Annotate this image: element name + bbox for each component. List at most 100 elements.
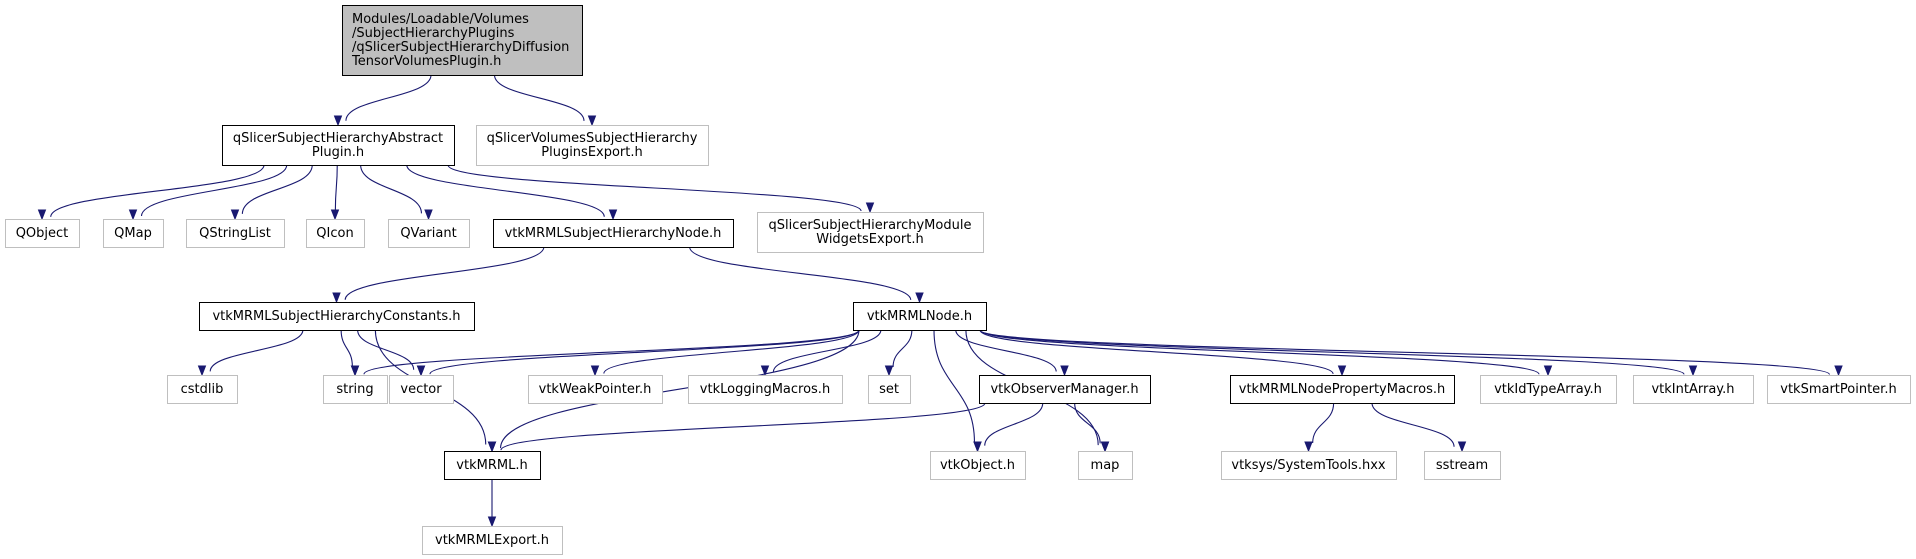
node-label-line: vtkWeakPointer.h xyxy=(539,382,652,397)
node-label-line: qSlicerVolumesSubjectHierarchy xyxy=(487,131,698,146)
node-box xyxy=(853,302,987,331)
node-qmap[interactable]: QMap xyxy=(103,219,164,248)
node-label-line: QObject xyxy=(16,226,69,241)
node-box xyxy=(476,125,709,166)
node-qvariant[interactable]: QVariant xyxy=(388,219,470,248)
node-box xyxy=(1633,375,1754,404)
edge-observer-to-vtkobject xyxy=(973,402,1044,453)
node-label-line: PluginsExport.h xyxy=(541,145,643,160)
node-box xyxy=(306,219,365,248)
edge-mrmlnode-to-idtype xyxy=(979,329,1553,377)
node-box xyxy=(688,375,843,404)
node-box xyxy=(186,219,285,248)
node-box xyxy=(199,302,475,331)
edge-abstract-to-qmap xyxy=(128,164,288,221)
node-label-line: vtkMRMLSubjectHierarchyConstants.h xyxy=(212,309,460,324)
node-propmacros[interactable]: vtkMRMLNodePropertyMacros.h xyxy=(1230,375,1455,404)
node-mrml[interactable]: vtkMRML.h xyxy=(444,451,541,480)
edge-mrmlnode-to-weakptr xyxy=(590,329,860,377)
node-box xyxy=(868,375,911,404)
node-cstdlib[interactable]: cstdlib xyxy=(167,375,238,404)
node-volexport[interactable]: qSlicerVolumesSubjectHierarchyPluginsExp… xyxy=(476,125,709,166)
node-vector[interactable]: vector xyxy=(389,375,454,404)
node-mrmlnode[interactable]: vtkMRMLNode.h xyxy=(853,302,987,331)
node-label-line: vtkMRMLNode.h xyxy=(867,309,972,324)
edges-layer xyxy=(37,74,1843,528)
node-label-line: vtkIdTypeArray.h xyxy=(1494,382,1602,397)
node-box xyxy=(1480,375,1617,404)
node-label-line: vector xyxy=(400,382,442,397)
node-box xyxy=(444,451,541,480)
node-label-line: vtkIntArray.h xyxy=(1651,382,1734,397)
node-box xyxy=(323,375,388,404)
node-label-line: vtkMRML.h xyxy=(456,458,527,473)
node-systools[interactable]: vtksys/SystemTools.hxx xyxy=(1221,451,1397,480)
node-shnode[interactable]: vtkMRMLSubjectHierarchyNode.h xyxy=(493,219,734,248)
edge-root-to-abstract xyxy=(333,74,432,127)
node-observer[interactable]: vtkObserverManager.h xyxy=(979,375,1151,404)
node-box xyxy=(1078,451,1133,480)
edge-abstract-to-qvariant xyxy=(360,164,433,221)
node-box xyxy=(1230,375,1455,404)
node-box xyxy=(167,375,238,404)
node-box xyxy=(342,5,583,76)
node-label-line: qSlicerSubjectHierarchyAbstract xyxy=(233,131,443,146)
node-label-line: /SubjectHierarchyPlugins xyxy=(352,26,515,41)
node-smartptr[interactable]: vtkSmartPointer.h xyxy=(1767,375,1911,404)
edge-shconst-to-cstdlib xyxy=(197,329,304,377)
edge-root-to-volexport xyxy=(493,74,597,127)
edge-mrmlnode-to-intarray xyxy=(979,329,1698,377)
node-label-line: qSlicerSubjectHierarchyModule xyxy=(769,218,972,233)
node-label-line: QIcon xyxy=(316,226,353,241)
node-shconst[interactable]: vtkMRMLSubjectHierarchyConstants.h xyxy=(199,302,475,331)
node-label-line: vtkLoggingMacros.h xyxy=(700,382,830,397)
edge-shnode-to-mrmlnode xyxy=(689,246,924,304)
node-label-line: set xyxy=(879,382,899,397)
node-label-line: vtkSmartPointer.h xyxy=(1780,382,1896,397)
node-box xyxy=(1424,451,1501,480)
node-label-line: vtkObserverManager.h xyxy=(990,382,1138,397)
edge-mrmlnode-to-vector xyxy=(416,329,860,377)
node-logging[interactable]: vtkLoggingMacros.h xyxy=(688,375,843,404)
edge-mrmlnode-to-smartptr xyxy=(979,329,1843,377)
node-box xyxy=(493,219,734,248)
node-box xyxy=(222,125,455,166)
node-modwidgets[interactable]: qSlicerSubjectHierarchyModuleWidgetsExpo… xyxy=(757,212,984,253)
edge-mrmlnode-to-propmacros xyxy=(979,329,1347,377)
node-intarray[interactable]: vtkIntArray.h xyxy=(1633,375,1754,404)
node-label-line: string xyxy=(336,382,373,397)
node-label-line: sstream xyxy=(1436,458,1488,473)
node-qobject[interactable]: QObject xyxy=(5,219,80,248)
node-label-line: WidgetsExport.h xyxy=(816,232,923,247)
node-map[interactable]: map xyxy=(1078,451,1133,480)
edge-observer-to-map xyxy=(1074,402,1110,453)
node-set[interactable]: set xyxy=(868,375,911,404)
node-box xyxy=(528,375,663,404)
node-box xyxy=(1221,451,1397,480)
node-qstringlist[interactable]: QStringList xyxy=(186,219,285,248)
edge-abstract-to-qstringlist xyxy=(230,164,313,221)
edge-shnode-to-shconst xyxy=(332,246,545,304)
node-vtkobject[interactable]: vtkObject.h xyxy=(930,451,1026,480)
node-mrmlexport[interactable]: vtkMRMLExport.h xyxy=(422,526,563,555)
node-string[interactable]: string xyxy=(323,375,388,404)
node-label-line: cstdlib xyxy=(181,382,224,397)
node-weakptr[interactable]: vtkWeakPointer.h xyxy=(528,375,663,404)
node-sstream[interactable]: sstream xyxy=(1424,451,1501,480)
edge-propmacros-to-systools xyxy=(1304,402,1335,453)
edge-observer-to-mrml xyxy=(487,402,986,453)
edge-abstract-to-qicon xyxy=(330,164,340,221)
node-idtype[interactable]: vtkIdTypeArray.h xyxy=(1480,375,1617,404)
node-root[interactable]: Modules/Loadable/Volumes/SubjectHierarch… xyxy=(342,5,583,76)
edge-shconst-to-vector xyxy=(357,329,426,377)
node-label-line: vtkMRMLNodePropertyMacros.h xyxy=(1239,382,1445,397)
edge-propmacros-to-sstream xyxy=(1371,402,1467,453)
node-box xyxy=(757,212,984,253)
edge-abstract-to-shnode xyxy=(406,164,618,221)
node-qicon[interactable]: QIcon xyxy=(306,219,365,248)
node-label-line: map xyxy=(1091,458,1120,473)
node-label-line: Plugin.h xyxy=(312,145,364,160)
edge-mrmlnode-to-observer xyxy=(955,329,1069,377)
